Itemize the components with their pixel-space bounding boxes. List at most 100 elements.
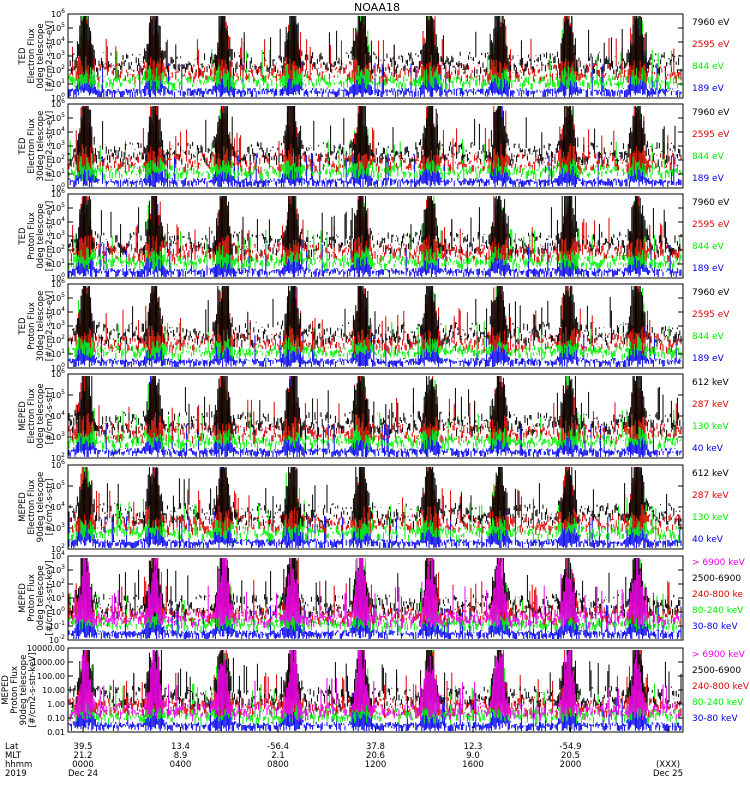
legend-entry: 2500-6900: [692, 574, 741, 584]
ytick-label: 100: [51, 182, 65, 193]
ylabel-line: MEPED: [18, 583, 28, 613]
ytick-exp: 4: [61, 410, 65, 417]
xaxis-tick-hhmm: 1200: [365, 760, 387, 770]
ytick-base: 10: [51, 204, 61, 213]
ytick-base: 10: [51, 170, 61, 179]
ytick-base: 10: [51, 294, 61, 303]
ytick-exp: 0: [61, 362, 65, 369]
ytick-exp: -1: [59, 620, 65, 627]
ytick-label: 10-1: [49, 620, 65, 631]
ytick-label: 100: [51, 606, 65, 617]
ytick-exp: 3: [61, 50, 65, 57]
series-trace-5-4: [68, 376, 682, 439]
series-trace-6-2: [68, 467, 682, 543]
ytick-label: 105: [51, 292, 65, 303]
legend-entry: 7960 eV: [692, 198, 730, 208]
ytick-label: 0.01: [47, 728, 65, 737]
legend-entry: > 6900 keV: [692, 558, 746, 568]
ylabel-line: Proton Flux: [27, 212, 37, 260]
xaxis-tick-lat: 39.5: [74, 742, 93, 752]
legend-entry: 612 keV: [692, 378, 729, 388]
ytick-label: 101: [51, 78, 65, 89]
ytick-label: 106: [51, 278, 65, 289]
ytick-base: 10: [51, 184, 61, 193]
ytick-base: 10: [51, 94, 61, 103]
legend-entry: 40 keV: [692, 444, 724, 454]
ytick-exp: 5: [61, 112, 65, 119]
ytick-label: 105: [51, 389, 65, 400]
series-trace-5-3: [68, 376, 682, 445]
xaxis-tick-mlt: 20.5: [561, 751, 580, 761]
legend-entry: 287 keV: [692, 400, 729, 410]
ytick-label: 103: [51, 522, 65, 533]
legend-entry: 7960 eV: [692, 108, 730, 118]
legend-entry: 612 keV: [692, 469, 729, 479]
legend-entry: 7960 eV: [692, 288, 730, 298]
series-trace-3-4: [68, 196, 682, 258]
series-trace-2-2: [68, 106, 682, 182]
ytick-base: 10: [51, 308, 61, 317]
ylabel-line: [#/cm2-s-str]: [45, 388, 55, 445]
xaxis-row-label: MLT: [5, 751, 22, 761]
ylabel-line: TED: [18, 317, 28, 336]
ylabel-line: 0deg telescope: [36, 565, 46, 630]
panel-6-traces: [68, 467, 682, 548]
ylabel-line: 90deg telescope: [19, 655, 29, 726]
ytick-exp: 3: [61, 522, 65, 529]
ytick-label: 0.10: [47, 714, 65, 723]
legend-entry: 189 eV: [692, 354, 725, 364]
ytick-label: 104: [51, 36, 65, 47]
ytick-label: 1.00: [47, 700, 65, 709]
ytick-exp: 1: [61, 348, 65, 355]
ytick-base: 10: [51, 232, 61, 241]
xaxis-tick-hhmm: 0800: [267, 760, 289, 770]
ytick-exp: 4: [61, 550, 65, 557]
legend-entry: 2595 eV: [692, 40, 730, 50]
ytick-exp: 2: [61, 154, 65, 161]
ylabel-line: [#/cm2-s-str-eV]: [45, 111, 55, 181]
figure-title: NOAA18: [354, 1, 400, 14]
ytick-base: 10: [51, 350, 61, 359]
legend-entry: 844 eV: [692, 332, 725, 342]
legend-entry: > 6900 keV: [692, 650, 746, 660]
xaxis-row-label: 2019: [5, 769, 27, 779]
ytick-exp: 5: [61, 480, 65, 487]
ytick-base: 10: [51, 260, 61, 269]
ytick-label: 103: [51, 564, 65, 575]
series-trace-5-1: [68, 376, 682, 457]
ytick-exp: 3: [61, 431, 65, 438]
series-trace-8-2: [68, 650, 682, 725]
legend-entry: 189 eV: [692, 174, 725, 184]
ytick-label: 103: [51, 230, 65, 241]
ytick-label: 105: [51, 480, 65, 491]
ytick-base: 10: [51, 608, 61, 617]
ytick-exp: 4: [61, 306, 65, 313]
ytick-label: 101: [51, 348, 65, 359]
ytick-exp: 6: [61, 188, 65, 195]
ytick-label: 103: [51, 431, 65, 442]
ytick-label: 104: [51, 216, 65, 227]
series-trace-6-4: [68, 467, 682, 529]
panel-8: 0.01 0.10 1.00 10.00 100.00 1000.00 10000.00 ME…: [1, 644, 750, 737]
ytick-base: 10: [51, 412, 61, 421]
ytick-exp: -2: [59, 634, 65, 641]
ytick-label: 103: [51, 50, 65, 61]
ylabel-line: MEPED: [18, 401, 28, 431]
ytick-exp: 4: [61, 216, 65, 223]
ytick-label: 102: [51, 334, 65, 345]
xaxis-tick-lat: -54.9: [560, 742, 582, 752]
ytick-base: 10: [51, 545, 61, 554]
ytick-label: 104: [51, 550, 65, 561]
xaxis-tick-hhmm: (XXX): [656, 760, 680, 770]
legend-entry: 2595 eV: [692, 220, 730, 230]
ytick-base: 10: [51, 280, 61, 289]
ytick-base: 10: [51, 370, 61, 379]
series-trace-3-3: [68, 196, 682, 264]
series-trace-1-4: [68, 16, 682, 78]
legend-entry: 2500-6900: [692, 666, 741, 676]
ytick-base: 10: [51, 336, 61, 345]
ytick-base: 10: [51, 114, 61, 123]
